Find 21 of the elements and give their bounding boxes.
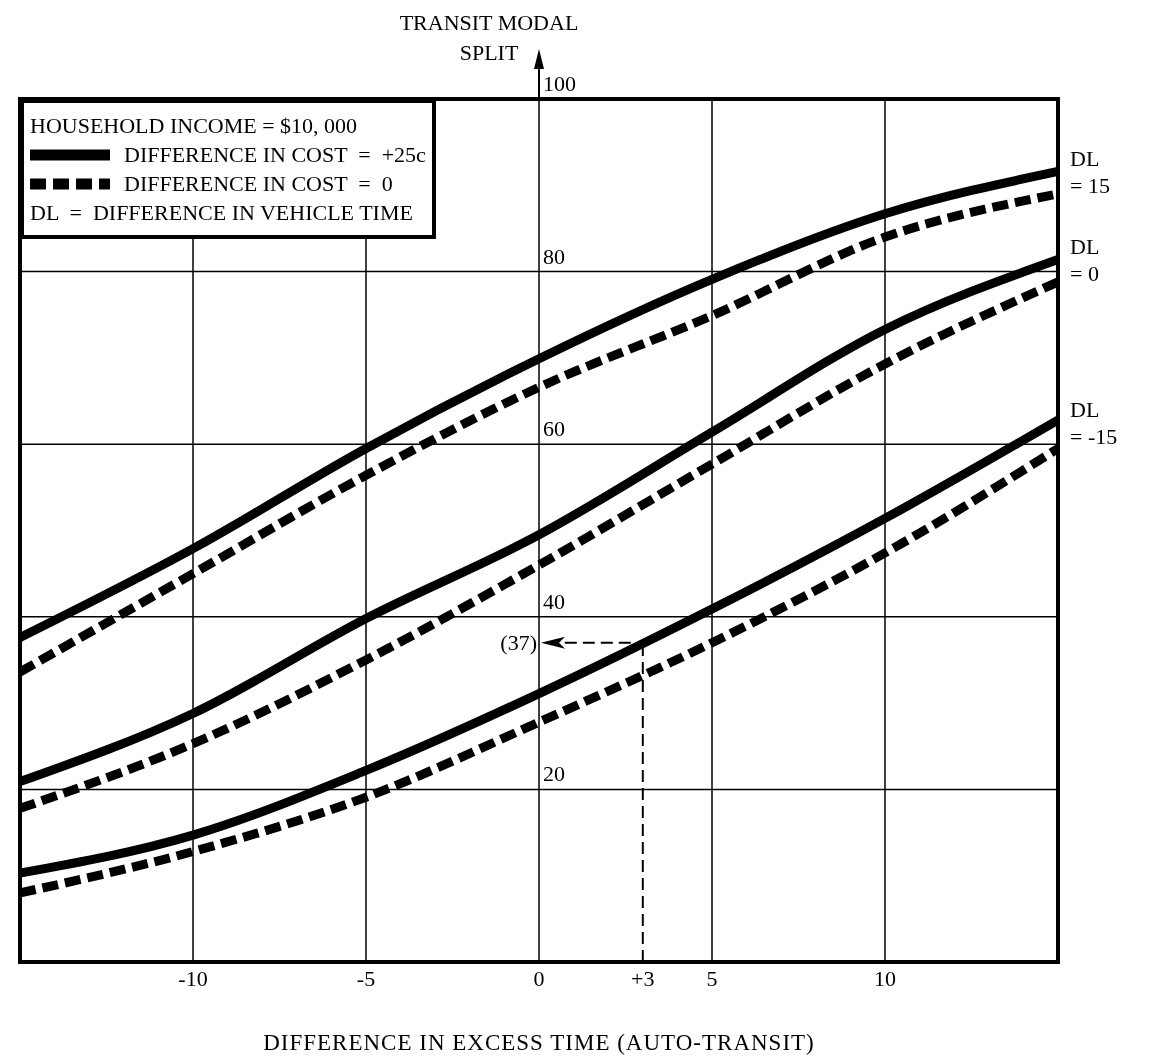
- x-tick-label: 0: [533, 965, 545, 991]
- x-tick-label: +3: [631, 965, 655, 991]
- x-axis-title: DIFFERENCE IN EXCESS TIME (AUTO-TRANSIT): [263, 1030, 815, 1055]
- y-axis-title: TRANSIT MODAL SPLIT: [399, 10, 579, 65]
- y-tick-label: 40: [543, 588, 565, 614]
- y-tick-label: 80: [543, 243, 565, 269]
- legend-title: HOUSEHOLD INCOME = $10, 000: [30, 113, 358, 138]
- x-tick-label: 10: [874, 965, 896, 991]
- legend-label: DIFFERENCE IN COST = 0: [124, 170, 393, 198]
- text: DL = 15: [1070, 144, 1110, 199]
- y-tick-label: 20: [543, 761, 565, 787]
- legend-label: DIFFERENCE IN COST = +25c: [124, 141, 426, 169]
- x-tick-label: 5: [706, 965, 718, 991]
- annotation: DL = DIFFERENCE IN VEHICLE TIME: [30, 200, 413, 225]
- x-tick-label: -10: [178, 965, 208, 991]
- y-tick-label: 100: [543, 71, 576, 96]
- x-tick-label: -5: [356, 965, 376, 991]
- text: DL = -15: [1070, 396, 1118, 451]
- y-tick-label: 60: [543, 416, 565, 442]
- text: DL = 0: [1070, 232, 1100, 287]
- ref-line-label: (37): [500, 629, 537, 655]
